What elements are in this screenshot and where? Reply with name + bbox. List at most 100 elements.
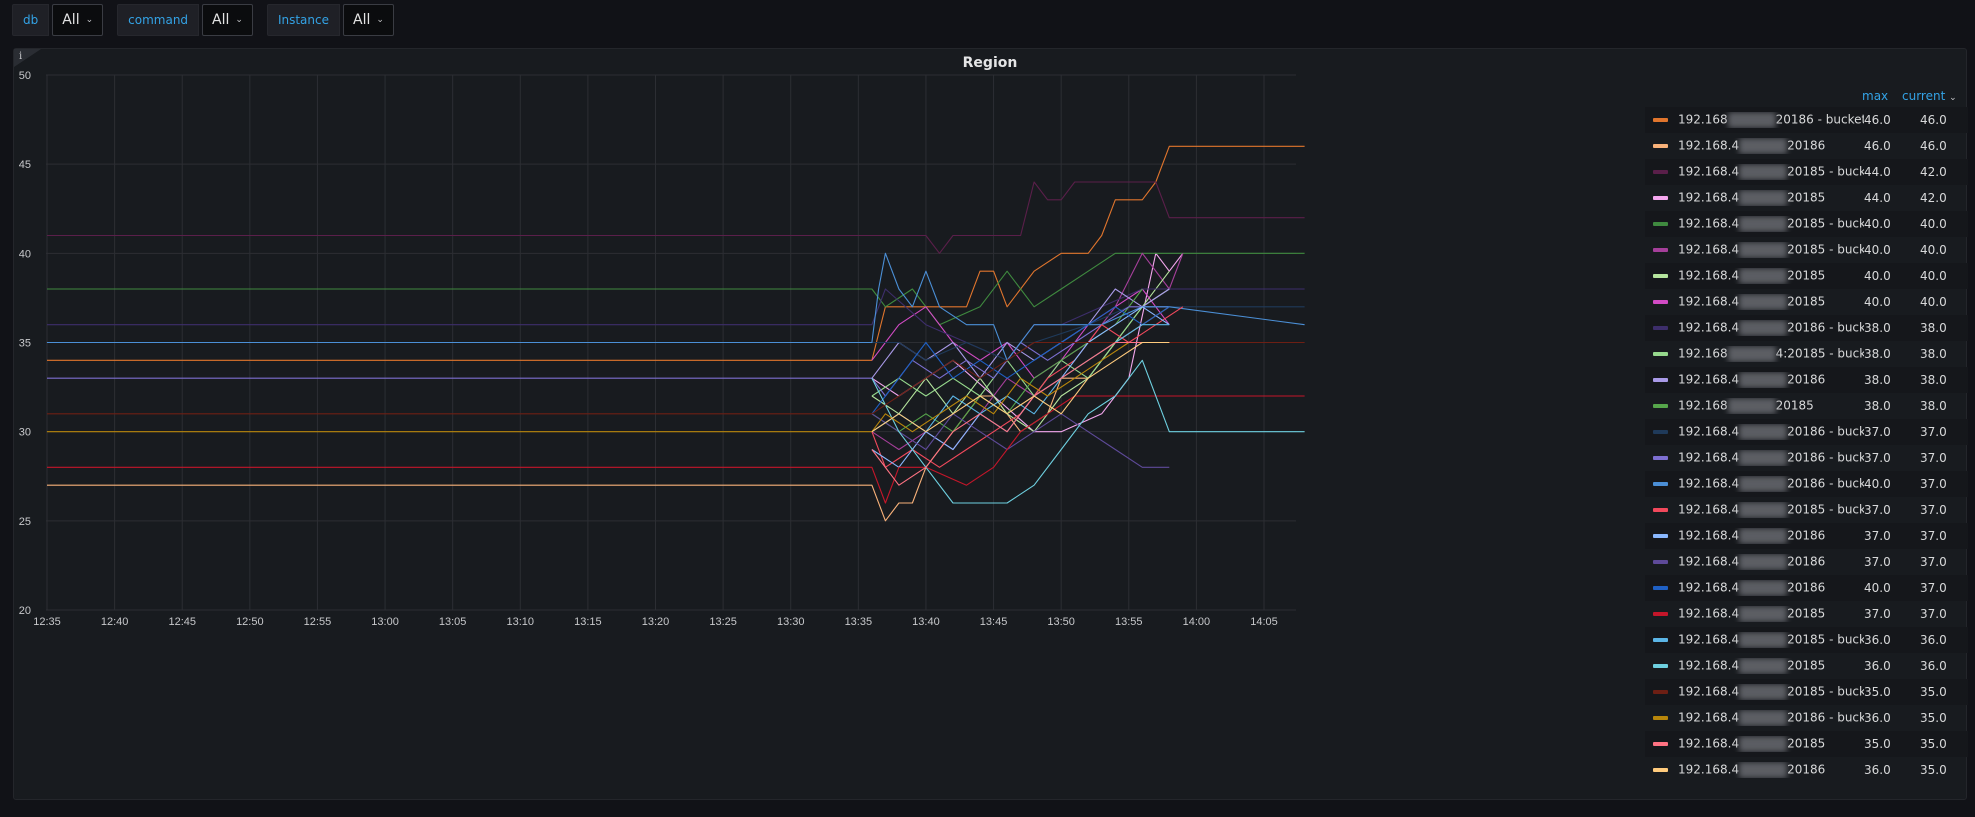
legend-series-name[interactable]: 192.168.4 20185 - buckets <box>1678 216 1864 232</box>
legend-swatch[interactable] <box>1653 560 1668 564</box>
legend-series-name[interactable]: 192.168.4 20185 <box>1678 658 1864 674</box>
legend-name-suffix: 20185 <box>1787 190 1826 205</box>
legend-swatch[interactable] <box>1653 456 1668 460</box>
legend-series-name[interactable]: 192.168.4 20186 - buckets <box>1678 710 1864 726</box>
y-tick-label: 45 <box>19 159 31 171</box>
legend-swatch[interactable] <box>1653 716 1668 720</box>
legend-series-name[interactable]: 192.168.4 20186 <box>1678 528 1864 544</box>
legend-max-value: 35.0 <box>1864 685 1891 699</box>
legend-item[interactable]: 192.168.4 20186 37.0 37.0 <box>1645 523 1968 549</box>
legend-item[interactable]: 192.168 20186 - buckets 46.0 46.0 <box>1645 107 1968 133</box>
legend-series-name[interactable]: 192.168.4 20186 - buckets <box>1678 424 1864 440</box>
legend-item[interactable]: 192.168.4 20186 36.0 35.0 <box>1645 757 1968 783</box>
legend-item[interactable]: 192.168.4 20186 38.0 38.0 <box>1645 367 1968 393</box>
instance-select[interactable]: All ⌄ <box>343 4 394 36</box>
legend-series-name[interactable]: 192.168 20186 - buckets <box>1678 112 1864 128</box>
info-icon[interactable]: i <box>14 49 41 67</box>
legend-series-name[interactable]: 192.168 20185 <box>1678 398 1864 414</box>
legend-swatch[interactable] <box>1653 118 1668 122</box>
legend-swatch[interactable] <box>1653 300 1668 304</box>
legend-sort-max[interactable]: max <box>1862 89 1889 103</box>
legend-series-name[interactable]: 192.168.4 20186 - buckets <box>1678 476 1864 492</box>
legend-series-name[interactable]: 192.168.4 20186 - buckets <box>1678 320 1864 336</box>
legend-series-name[interactable]: 192.168.4 20186 <box>1678 554 1864 570</box>
legend-swatch[interactable] <box>1653 222 1668 226</box>
legend-current-value: 42.0 <box>1920 165 1947 179</box>
legend-item[interactable]: 192.168.4 20185 35.0 35.0 <box>1645 731 1968 757</box>
legend-item[interactable]: 192.168.4 20185 44.0 42.0 <box>1645 185 1968 211</box>
legend-item[interactable]: 192.168.4 20185 40.0 40.0 <box>1645 289 1968 315</box>
db-select[interactable]: All ⌄ <box>52 4 104 36</box>
legend-series-name[interactable]: 192.168.4 20186 <box>1678 138 1864 154</box>
legend-swatch[interactable] <box>1653 196 1668 200</box>
legend-series-name[interactable]: 192.168.4 20185 - buckets <box>1678 242 1864 258</box>
legend-swatch[interactable] <box>1653 144 1668 148</box>
series-line <box>47 395 1305 504</box>
legend-sort-current[interactable]: current ⌄ <box>1902 89 1966 103</box>
legend-series-name[interactable]: 192.168.4 20186 <box>1678 372 1864 388</box>
legend-swatch[interactable] <box>1653 248 1668 252</box>
legend-swatch[interactable] <box>1653 274 1668 278</box>
legend-swatch[interactable] <box>1653 378 1668 382</box>
panel-title[interactable]: Region <box>962 55 1018 71</box>
legend-item[interactable]: 192.168.4 20185 40.0 40.0 <box>1645 263 1968 289</box>
legend-name-suffix: 4:20185 - buckets <box>1775 346 1864 361</box>
legend-series-name[interactable]: 192.168.4 20185 <box>1678 190 1864 206</box>
legend-swatch[interactable] <box>1653 586 1668 590</box>
legend-item[interactable]: 192.168.4 20186 46.0 46.0 <box>1645 133 1968 159</box>
variable-command: command All ⌄ <box>117 4 253 36</box>
legend-swatch[interactable] <box>1653 508 1668 512</box>
legend-swatch[interactable] <box>1653 664 1668 668</box>
legend-series-name[interactable]: 192.168.4 20185 <box>1678 294 1864 310</box>
legend-item[interactable]: 192.168.4 20186 40.0 37.0 <box>1645 575 1968 601</box>
legend-series-name[interactable]: 192.168.4 20186 - buckets <box>1678 450 1864 466</box>
legend-swatch[interactable] <box>1653 768 1668 772</box>
legend-item[interactable]: 192.168.4 20185 - buckets44.0 42.0 <box>1645 159 1968 185</box>
legend-swatch[interactable] <box>1653 612 1668 616</box>
legend-item[interactable]: 192.168.4 20186 37.0 37.0 <box>1645 549 1968 575</box>
legend-swatch[interactable] <box>1653 326 1668 330</box>
legend-swatch[interactable] <box>1653 482 1668 486</box>
legend-item[interactable]: 192.168.4 20186 - buckets40.0 37.0 <box>1645 471 1968 497</box>
legend-series-name[interactable]: 192.168.4 20186 <box>1678 580 1864 596</box>
legend-name-prefix: 192.168.4 <box>1678 294 1740 309</box>
legend-item[interactable]: 192.168.4 20185 37.0 37.0 <box>1645 601 1968 627</box>
legend-swatch[interactable] <box>1653 170 1668 174</box>
legend-series-name[interactable]: 192.168.4 20185 - buckets <box>1678 164 1864 180</box>
legend-series-name[interactable]: 192.168.4 20185 - buckets <box>1678 502 1864 518</box>
y-tick-label: 35 <box>19 338 31 350</box>
legend-series-name[interactable]: 192.168 4:20185 - buckets <box>1678 346 1864 362</box>
legend-swatch[interactable] <box>1653 404 1668 408</box>
redacted-blur <box>1739 372 1788 388</box>
variable-instance: Instance All ⌄ <box>266 4 394 36</box>
legend-max-value: 36.0 <box>1864 711 1891 725</box>
legend-name-suffix: 20185 <box>1787 268 1826 283</box>
legend-swatch[interactable] <box>1653 690 1668 694</box>
legend-item[interactable]: 192.168 20185 38.0 38.0 <box>1645 393 1968 419</box>
legend-item[interactable]: 192.168.4 20185 36.0 36.0 <box>1645 653 1968 679</box>
legend-series-name[interactable]: 192.168.4 20185 - buckets <box>1678 684 1864 700</box>
legend-series-name[interactable]: 192.168.4 20185 <box>1678 606 1864 622</box>
legend-current-label: current <box>1902 89 1946 103</box>
legend-series-name[interactable]: 192.168.4 20186 <box>1678 762 1864 778</box>
legend-series-name[interactable]: 192.168.4 20185 <box>1678 736 1864 752</box>
legend-swatch[interactable] <box>1653 638 1668 642</box>
legend-swatch[interactable] <box>1653 430 1668 434</box>
legend-swatch[interactable] <box>1653 742 1668 746</box>
legend-series-name[interactable]: 192.168.4 20185 <box>1678 268 1864 284</box>
legend-series-name[interactable]: 192.168.4 20185 - buckets <box>1678 632 1864 648</box>
legend-swatch[interactable] <box>1653 534 1668 538</box>
instance-select-value: All <box>353 12 371 28</box>
legend-swatch[interactable] <box>1653 352 1668 356</box>
legend-item[interactable]: 192.168.4 20186 - buckets36.0 35.0 <box>1645 705 1968 731</box>
command-select[interactable]: All ⌄ <box>202 4 253 36</box>
